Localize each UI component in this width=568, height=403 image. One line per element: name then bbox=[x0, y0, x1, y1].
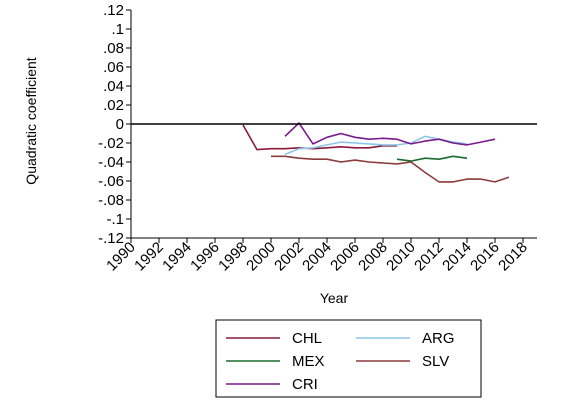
y-tick-label: .04 bbox=[103, 78, 124, 95]
y-tick-label: 0 bbox=[116, 116, 124, 133]
legend-label-mex: MEX bbox=[292, 353, 325, 370]
x-axis-title: Year bbox=[320, 290, 349, 306]
series-line-slv bbox=[271, 155, 510, 183]
series-line-mex bbox=[396, 155, 468, 162]
legend-label-arg: ARG bbox=[422, 330, 455, 347]
y-tick-label: .02 bbox=[103, 97, 124, 114]
y-tick-label: -.1 bbox=[106, 211, 124, 228]
y-tick-label: -.06 bbox=[98, 173, 124, 190]
y-tick-label: .12 bbox=[103, 2, 124, 19]
y-tick-label: -.02 bbox=[98, 135, 124, 152]
series-line-cri bbox=[284, 122, 496, 146]
y-tick-label: .06 bbox=[103, 59, 124, 76]
y-axis-title: Quadratic coefficient bbox=[23, 57, 39, 184]
y-tick-label: .1 bbox=[111, 21, 124, 38]
legend: CHL ARG MEX SLV CRI bbox=[215, 319, 482, 398]
y-tick-label: -.08 bbox=[98, 192, 124, 209]
legend-label-chl: CHL bbox=[292, 330, 322, 347]
series-line-chl bbox=[242, 124, 397, 151]
y-tick-label: .08 bbox=[103, 40, 124, 57]
y-tick-label: -.12 bbox=[98, 230, 124, 247]
legend-label-slv: SLV bbox=[422, 353, 449, 370]
legend-label-cri: CRI bbox=[292, 376, 318, 393]
y-tick-label: -.04 bbox=[98, 154, 124, 171]
plot-lines bbox=[242, 122, 510, 183]
